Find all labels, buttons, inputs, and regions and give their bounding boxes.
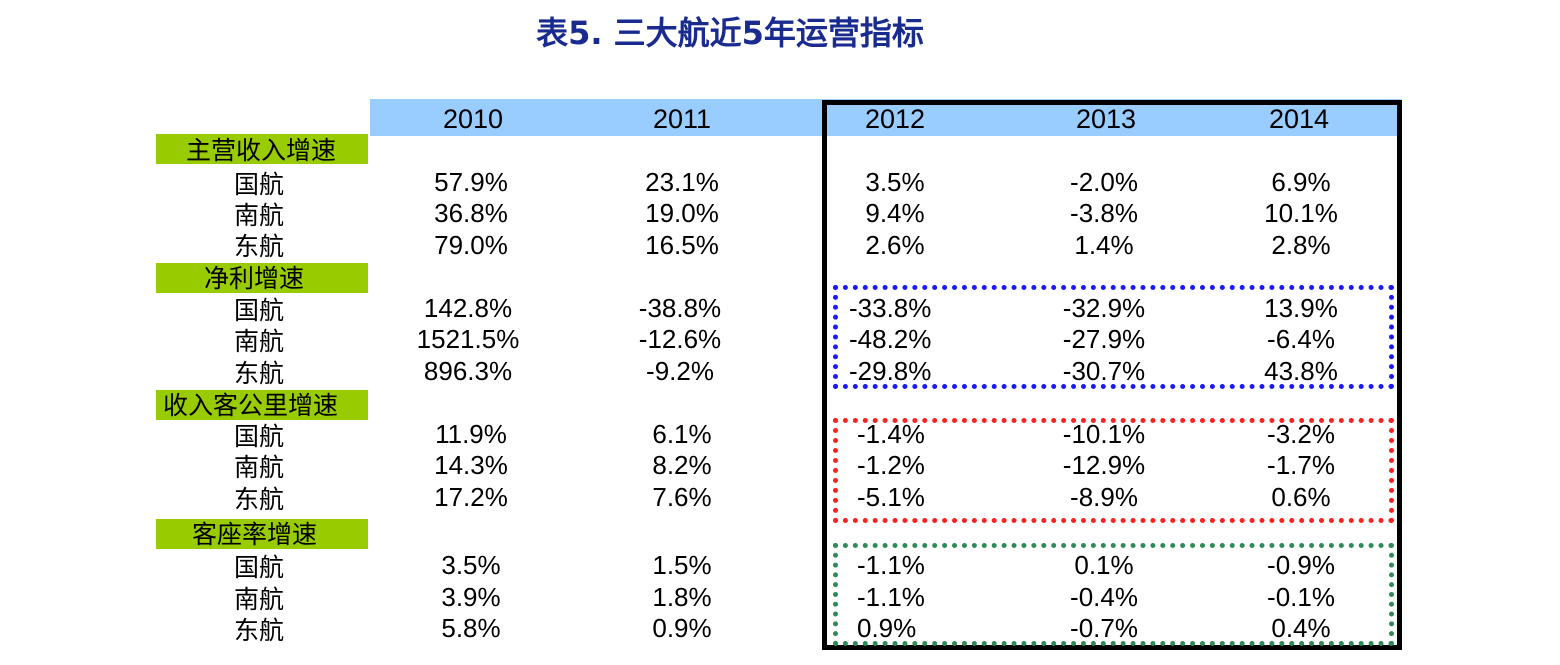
year-2011: 2011 — [652, 104, 712, 134]
table-cell: -48.2% — [849, 324, 932, 354]
year-2014: 2014 — [1268, 104, 1330, 134]
table-cell: -10.1% — [1062, 419, 1146, 449]
table-cell: -12.6% — [638, 324, 722, 354]
table-cell: 1.5% — [652, 550, 712, 580]
row-label: 南航 — [234, 327, 285, 356]
table-cell: 142.8% — [423, 293, 513, 323]
table-cell: 5.8% — [441, 613, 501, 643]
table-cell: -3.8% — [1070, 198, 1138, 228]
table-cell: -30.7% — [1062, 356, 1146, 386]
row-label: 南航 — [234, 201, 285, 230]
table-cell: 8.2% — [652, 450, 712, 480]
table-cell: 43.8% — [1264, 356, 1338, 386]
row-label: 国航 — [234, 553, 285, 582]
section-label-rpk: 收入客公里增速 — [163, 391, 339, 420]
section-bar-net-profit — [156, 263, 368, 293]
table-cell: -27.9% — [1062, 324, 1146, 354]
table-cell: -32.9% — [1062, 293, 1146, 323]
table-cell: 1.8% — [652, 582, 712, 612]
section-bar-rpk — [156, 390, 368, 420]
table-cell: 10.1% — [1264, 198, 1338, 228]
year-2010: 2010 — [442, 104, 504, 134]
table-cell: 0.6% — [1271, 482, 1331, 512]
table-cell: -9.2% — [646, 356, 714, 386]
highlight-box-rpk — [833, 418, 1394, 523]
table-cell: 57.9% — [434, 167, 508, 197]
row-label: 南航 — [234, 585, 285, 614]
table-title: 表5. 三大航近5年运营指标 — [536, 14, 924, 52]
row-label: 东航 — [234, 232, 285, 261]
table-cell: -1.7% — [1267, 450, 1335, 480]
table-cell: -33.8% — [849, 293, 932, 323]
table-cell: 6.1% — [652, 419, 712, 449]
table-cell: -1.4% — [857, 419, 925, 449]
table-cell: -6.4% — [1267, 324, 1335, 354]
table-cell: 14.3% — [434, 450, 508, 480]
table-cell: 0.4% — [1271, 613, 1331, 643]
table-cell: -2.0% — [1070, 167, 1138, 197]
table-cell: -0.4% — [1070, 582, 1138, 612]
table-cell: -3.2% — [1267, 419, 1335, 449]
table-cell: 2.8% — [1271, 230, 1331, 260]
table-cell: -1.1% — [857, 582, 925, 612]
table-cell: 1521.5% — [416, 324, 520, 354]
highlight-box-net-profit — [833, 285, 1394, 389]
section-label-revenue: 主营收入增速 — [186, 136, 337, 165]
table-cell: 2.6% — [865, 230, 925, 260]
table-cell: -8.9% — [1070, 482, 1138, 512]
year-2013: 2013 — [1075, 104, 1137, 134]
row-label: 东航 — [234, 359, 285, 388]
table-cell: -1.1% — [857, 550, 925, 580]
section-label-load-factor: 客座率增速 — [192, 520, 318, 549]
table-cell: 3.5% — [865, 167, 925, 197]
table-cell: -12.9% — [1062, 450, 1146, 480]
table-cell: 79.0% — [434, 230, 508, 260]
table-cell: -5.1% — [857, 482, 925, 512]
year-header-band — [370, 99, 1401, 136]
highlight-box-load-factor — [833, 543, 1394, 646]
table-cell: 16.5% — [645, 230, 719, 260]
row-label: 南航 — [234, 453, 285, 482]
table-cell: 17.2% — [434, 482, 508, 512]
row-label: 国航 — [234, 170, 285, 199]
year-2012: 2012 — [864, 104, 926, 134]
table-cell: -38.8% — [638, 293, 722, 323]
table-cell: 36.8% — [434, 198, 508, 228]
table-cell: -0.7% — [1070, 613, 1138, 643]
row-label: 国航 — [234, 422, 285, 451]
table-cell: 9.4% — [865, 198, 925, 228]
highlight-box-2012-2014 — [822, 100, 1402, 650]
section-label-net-profit: 净利增速 — [204, 264, 305, 293]
table-cell: 23.1% — [645, 167, 719, 197]
table-cell: -0.1% — [1267, 582, 1335, 612]
table-cell: 3.5% — [441, 550, 501, 580]
table-cell: 3.9% — [441, 582, 501, 612]
row-label: 东航 — [234, 616, 285, 645]
row-label: 国航 — [234, 296, 285, 325]
table-cell: 1.4% — [1074, 230, 1134, 260]
table-cell: -29.8% — [849, 356, 932, 386]
section-bar-load-factor — [156, 519, 368, 549]
table-cell: 7.6% — [652, 482, 712, 512]
table-cell: 6.9% — [1271, 167, 1331, 197]
table-cell: -0.9% — [1267, 550, 1335, 580]
table-cell: 0.9% — [857, 613, 917, 643]
table-cell: 896.3% — [423, 356, 513, 386]
table-cell: -1.2% — [857, 450, 925, 480]
table-cell: 13.9% — [1264, 293, 1338, 323]
section-bar-revenue — [156, 134, 368, 164]
table-cell: 11.9% — [435, 419, 507, 449]
table-cell: 0.9% — [652, 613, 712, 643]
table-cell: 0.1% — [1074, 550, 1134, 580]
table-cell: 19.0% — [645, 198, 719, 228]
row-label: 东航 — [234, 485, 285, 514]
